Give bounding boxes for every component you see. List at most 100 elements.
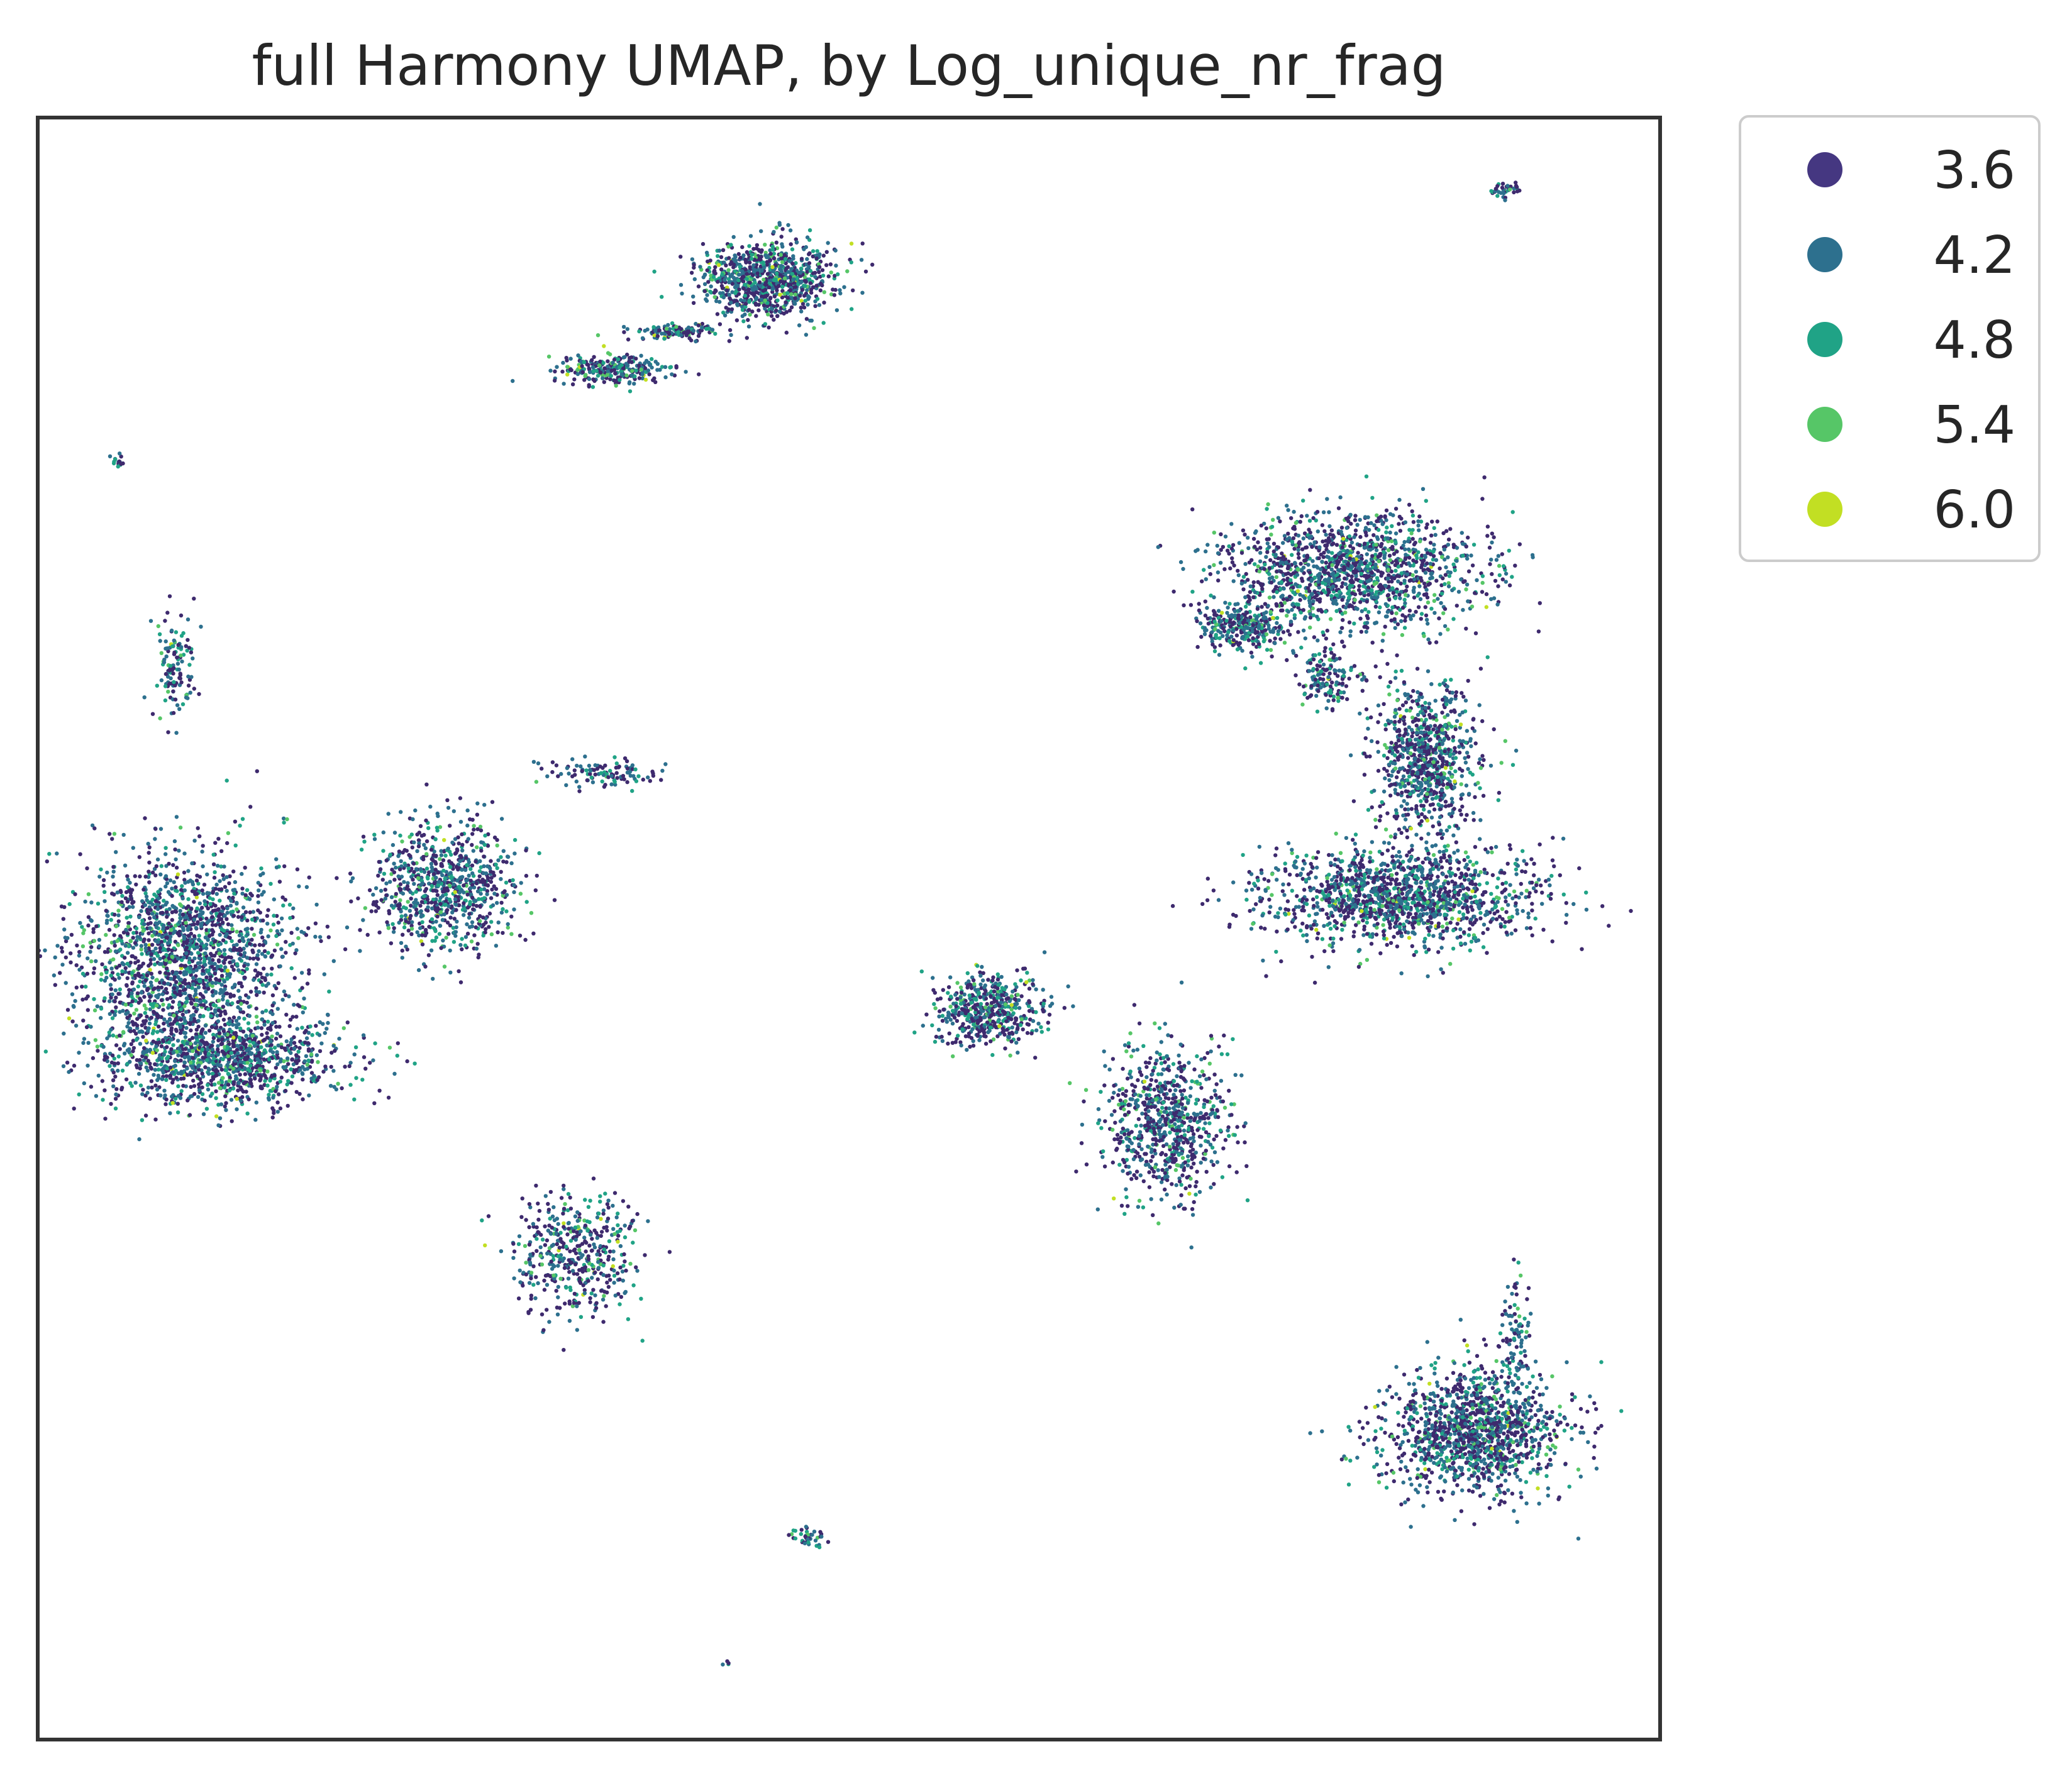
cell-point bbox=[450, 841, 455, 845]
cell-point bbox=[457, 841, 461, 846]
cell-point bbox=[741, 319, 746, 324]
cell-point bbox=[125, 915, 129, 920]
cell-point bbox=[696, 323, 701, 328]
cell-point bbox=[202, 959, 207, 963]
cell-point bbox=[251, 956, 256, 961]
cell-point bbox=[458, 859, 462, 863]
cell-point bbox=[136, 984, 140, 989]
cell-point bbox=[746, 317, 750, 323]
cell-point bbox=[91, 930, 96, 934]
cell-point bbox=[826, 241, 830, 245]
cell-point bbox=[365, 932, 370, 937]
cell-point bbox=[231, 895, 235, 900]
cell-point bbox=[63, 935, 68, 940]
cell-point bbox=[423, 927, 428, 932]
cell-point bbox=[179, 613, 184, 618]
cell-point bbox=[123, 956, 127, 960]
cell-point bbox=[121, 930, 126, 935]
cell-point bbox=[183, 1047, 188, 1051]
cell-point bbox=[180, 942, 186, 947]
cell-point bbox=[163, 698, 168, 703]
cell-point bbox=[782, 276, 787, 280]
cell-point bbox=[792, 277, 796, 282]
cell-point bbox=[352, 1097, 357, 1102]
cell-point bbox=[224, 991, 230, 996]
cell-point bbox=[460, 842, 465, 847]
cell-point bbox=[755, 243, 760, 248]
cell-point bbox=[697, 372, 701, 377]
cell-point bbox=[272, 1073, 277, 1078]
cell-point bbox=[418, 926, 423, 930]
cell-point bbox=[358, 928, 362, 932]
cell-point bbox=[651, 378, 655, 382]
cell-point bbox=[212, 875, 217, 880]
cell-point bbox=[158, 716, 162, 720]
cell-point bbox=[115, 939, 119, 943]
cell-point bbox=[225, 1001, 230, 1006]
cell-point bbox=[175, 1110, 180, 1115]
cell-point bbox=[587, 383, 591, 387]
cell-point bbox=[78, 920, 82, 925]
cell-point bbox=[190, 861, 194, 866]
cell-point bbox=[97, 937, 102, 942]
cell-point bbox=[210, 1044, 214, 1048]
cell-point bbox=[140, 1023, 144, 1028]
cell-point bbox=[176, 975, 180, 979]
cell-point bbox=[175, 655, 179, 660]
cell-point bbox=[161, 1002, 165, 1007]
cell-point bbox=[231, 947, 236, 952]
cell-point bbox=[714, 289, 718, 293]
cell-point bbox=[436, 870, 440, 875]
cell-point bbox=[112, 933, 116, 937]
cell-point bbox=[165, 900, 169, 905]
cell-point bbox=[743, 282, 748, 287]
cell-point bbox=[860, 290, 865, 295]
cell-point bbox=[200, 1092, 205, 1096]
cell-point bbox=[277, 880, 282, 884]
cell-point bbox=[152, 1073, 156, 1077]
cell-point bbox=[147, 880, 152, 885]
cell-point bbox=[405, 1059, 409, 1064]
cell-point bbox=[141, 1035, 145, 1039]
cell-point bbox=[207, 1029, 212, 1033]
cell-point bbox=[470, 895, 475, 900]
cell-point bbox=[233, 1077, 238, 1081]
cell-point bbox=[448, 915, 453, 920]
cell-point bbox=[808, 281, 813, 285]
cell-point bbox=[619, 372, 624, 377]
cell-point bbox=[279, 1075, 284, 1080]
cell-point bbox=[125, 1048, 130, 1052]
cell-point bbox=[386, 812, 391, 816]
cell-point bbox=[240, 886, 245, 891]
cell-point bbox=[223, 913, 227, 918]
cell-point bbox=[307, 875, 311, 880]
cell-point bbox=[231, 1082, 236, 1086]
cell-point bbox=[263, 1079, 267, 1083]
cell-point bbox=[171, 863, 175, 868]
cell-point bbox=[270, 1003, 275, 1008]
cell-point bbox=[270, 1021, 275, 1025]
cell-point bbox=[102, 1088, 107, 1093]
cell-point bbox=[163, 962, 168, 966]
cell-point bbox=[391, 922, 395, 927]
cell-point bbox=[213, 923, 218, 927]
cell-point bbox=[163, 1035, 168, 1040]
cell-point bbox=[383, 888, 387, 892]
cell-point bbox=[209, 1078, 214, 1083]
cell-point bbox=[453, 851, 458, 856]
cell-point bbox=[304, 933, 309, 937]
cell-point bbox=[146, 922, 150, 926]
cell-point bbox=[763, 287, 768, 292]
cell-point bbox=[775, 314, 780, 318]
cell-point bbox=[621, 366, 626, 371]
cell-point bbox=[140, 919, 145, 923]
cell-point bbox=[594, 368, 599, 373]
cell-point bbox=[158, 639, 162, 643]
cell-point bbox=[247, 995, 251, 1000]
cell-point bbox=[159, 651, 163, 656]
cell-point bbox=[230, 923, 234, 927]
cell-point bbox=[208, 957, 212, 962]
cell-point bbox=[258, 1077, 263, 1081]
cell-point bbox=[512, 883, 516, 888]
